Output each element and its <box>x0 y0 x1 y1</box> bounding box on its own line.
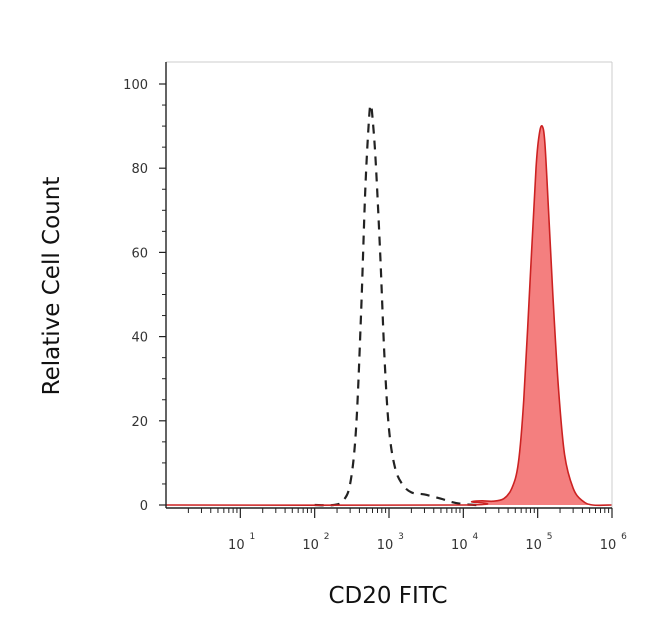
series-line-0 <box>314 103 477 507</box>
y-axis-title: Relative Cell Count <box>39 177 65 396</box>
x-tick-exponent: 5 <box>547 532 553 542</box>
y-tick-label: 60 <box>131 246 148 261</box>
series-layer <box>165 103 613 507</box>
series-area-fill-1 <box>166 125 612 506</box>
series-line-1 <box>165 124 613 507</box>
x-tick-label: 10 <box>228 538 245 553</box>
y-tick-label: 40 <box>131 331 148 346</box>
x-tick-exponent: 4 <box>472 532 478 542</box>
x-tick-label: 10 <box>377 538 394 553</box>
y-tick-label: 100 <box>123 78 148 93</box>
x-tick-exponent: 1 <box>249 532 255 542</box>
x-tick-label: 10 <box>525 538 542 553</box>
x-tick-exponent: 6 <box>621 532 627 542</box>
y-tick-label: 0 <box>140 499 148 514</box>
x-tick-exponent: 3 <box>398 532 404 542</box>
x-axis-title: CD20 FITC <box>328 583 447 609</box>
x-tick-exponent: 2 <box>324 532 330 542</box>
x-tick-label: 10 <box>451 538 468 553</box>
y-tick-label: 20 <box>131 415 148 430</box>
x-tick-label: 10 <box>600 538 617 553</box>
y-tick-label: 80 <box>131 162 148 177</box>
x-tick-label: 10 <box>302 538 319 553</box>
axes-layer: 0 20 40 60 80 100 10 1 10 2 10 3 10 4 10 5 10 6 <box>123 61 627 553</box>
